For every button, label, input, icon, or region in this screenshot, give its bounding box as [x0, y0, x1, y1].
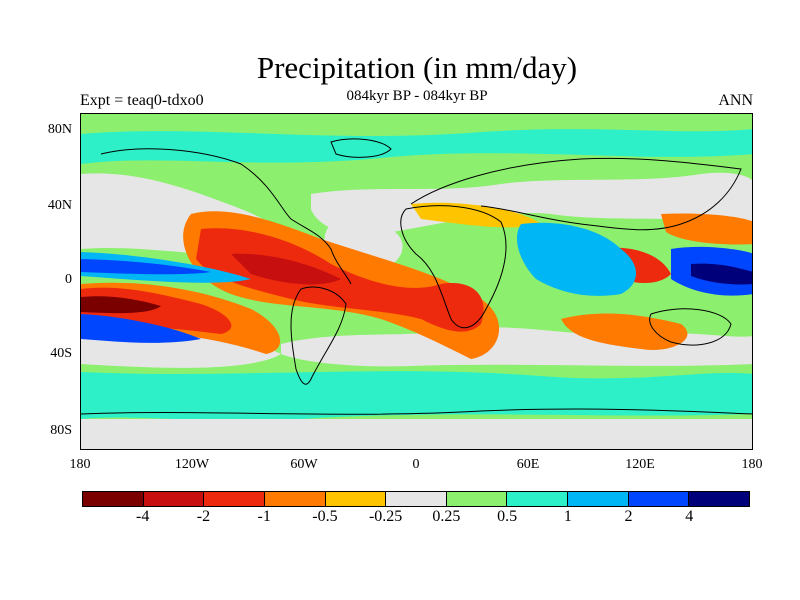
field-spcz-darkred	[81, 296, 161, 314]
lat-tick-40s: 40S	[50, 346, 72, 361]
colorbar-label: -0.25	[368, 508, 403, 525]
field-arctic-cyan	[81, 129, 752, 164]
colorbar-swatch	[568, 492, 629, 506]
field-eurasia-neutral	[311, 172, 752, 235]
period-subtitle: 084kyr BP - 084kyr BP	[346, 88, 488, 104]
colorbar-label: -4	[136, 508, 150, 525]
colorbar-label: 2	[624, 508, 633, 525]
colorbar-swatch	[507, 492, 569, 506]
lon-tick-60w: 60W	[290, 457, 318, 472]
colorbar-swatch	[264, 492, 326, 506]
colorbar-label: 4	[685, 508, 694, 525]
field-sahara-yellow	[411, 202, 541, 228]
field-indian-orange	[561, 313, 688, 350]
field-spac-blue	[81, 314, 201, 343]
coast-africa	[400, 205, 507, 329]
colorbar-label: 0.25	[432, 508, 461, 525]
coast-greenland	[330, 138, 392, 158]
field-itcz-deepblue	[81, 259, 211, 275]
lon-tick-120w: 120W	[174, 457, 210, 472]
lon-tick-60e: 60E	[516, 457, 540, 472]
field-wpac-navy	[691, 263, 752, 285]
colorbar-swatch	[204, 492, 265, 506]
lat-tick-40n: 40N	[47, 198, 72, 213]
lat-tick-0: 0	[65, 272, 72, 287]
colorbar-swatch	[689, 492, 750, 506]
colorbar-swatch	[143, 492, 205, 506]
lon-tick-0: 0	[412, 457, 420, 472]
colorbar-swatch	[446, 492, 508, 506]
field-wpac-orange	[661, 213, 752, 245]
coast-south-america	[290, 286, 347, 385]
colorbar-swatch	[325, 492, 387, 506]
colorbar-label: -1	[257, 508, 271, 525]
lon-tick-180e: 180	[741, 457, 763, 472]
lat-tick-80n: 80N	[47, 122, 72, 137]
colorbar	[82, 491, 750, 507]
field-amazon-darkred	[231, 253, 341, 285]
field-southern-cyan	[81, 371, 752, 421]
coast-north-america	[100, 148, 352, 285]
colorbar-label: -0.5	[312, 508, 338, 525]
coast-antarctica	[81, 408, 752, 415]
lon-tick-120e: 120E	[625, 457, 655, 472]
season-label: ANN	[718, 92, 753, 109]
page-title: Precipitation (in mm/day)	[256, 50, 578, 85]
coastlines	[81, 138, 752, 415]
lon-tick-180w: 180	[69, 457, 91, 472]
coast-australia	[649, 308, 732, 346]
field-tropics-red	[196, 228, 484, 332]
field-indian-blue	[516, 222, 636, 296]
colorbar-swatch	[386, 492, 447, 506]
coast-eurasia	[410, 157, 742, 231]
colorbar-swatch	[628, 492, 690, 506]
colorbar-swatch	[83, 492, 144, 506]
experiment-label: Expt = teaq0-tdxo0	[80, 92, 204, 109]
field-antarctic-neutral	[81, 419, 752, 449]
lat-tick-80s: 80S	[50, 423, 72, 438]
colorbar-label: 0.5	[497, 508, 518, 525]
colorbar-label: 1	[563, 508, 572, 525]
precipitation-map	[80, 113, 753, 450]
colorbar-label: -2	[196, 508, 211, 525]
